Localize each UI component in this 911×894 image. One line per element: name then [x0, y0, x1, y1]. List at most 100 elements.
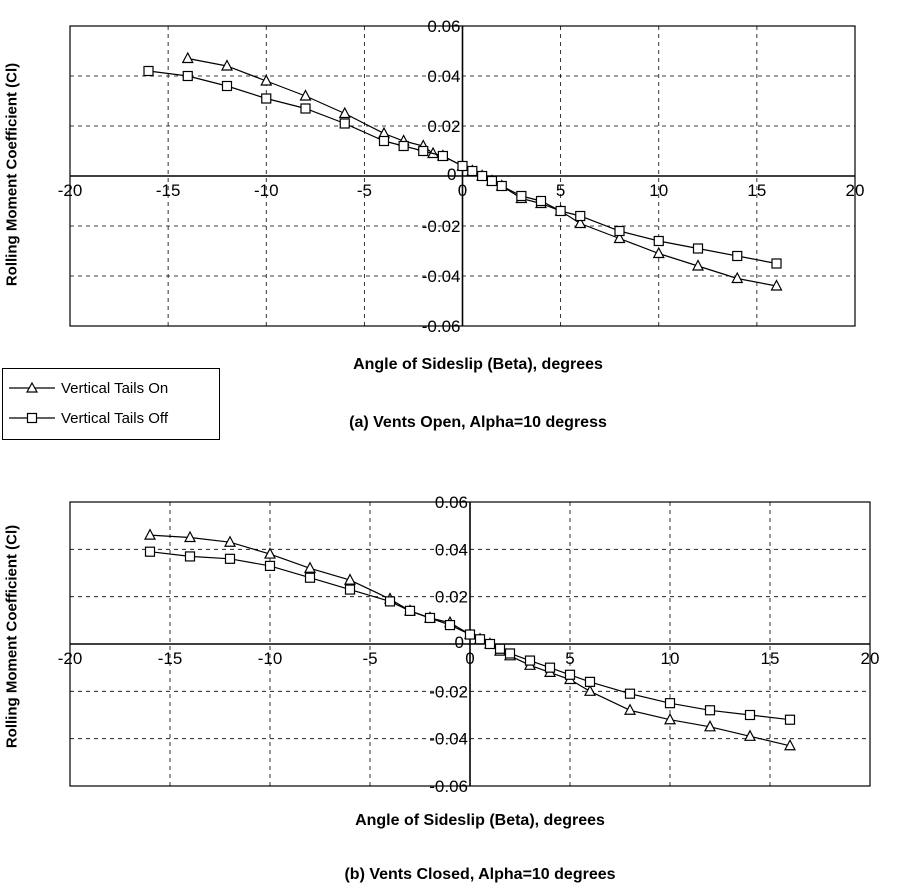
- data-point-square: [437, 150, 448, 162]
- data-point-square: [304, 572, 316, 583]
- y-tick-label: 0.06: [435, 493, 468, 512]
- data-point-square: [457, 160, 468, 172]
- legend-label: Vertical Tails On: [61, 379, 169, 397]
- data-point-square: [182, 70, 193, 82]
- data-point-triangle: [221, 59, 233, 71]
- data-point-triangle: [304, 561, 316, 573]
- x-tick-label: -20: [58, 181, 83, 200]
- y-axis-label: Rolling Moment Coefficient (Cl): [3, 524, 21, 749]
- data-point-square: [474, 634, 486, 645]
- y-axis-label: Rolling Moment Coefficient (Cl): [3, 62, 21, 287]
- y-tick-label: 0: [447, 165, 456, 184]
- data-point-square: [404, 605, 416, 616]
- data-point-triangle: [770, 279, 783, 291]
- data-point-square: [143, 65, 154, 77]
- data-point-square: [484, 638, 496, 650]
- data-point-triangle: [692, 259, 704, 271]
- data-point-triangle: [344, 573, 356, 585]
- data-point-square: [692, 243, 704, 254]
- x-tick-label: 15: [747, 181, 766, 200]
- data-point-square: [424, 612, 436, 624]
- data-point-triangle: [574, 216, 587, 229]
- x-tick-label: -5: [362, 649, 377, 668]
- y-tick-label: 0.04: [427, 67, 460, 86]
- y-tick-label: -0.02: [429, 682, 468, 701]
- x-tick-label: 5: [565, 649, 574, 668]
- data-point-square: [184, 551, 196, 562]
- data-point-triangle: [224, 535, 236, 547]
- data-point-square: [378, 135, 390, 147]
- x-tick-label: 20: [846, 181, 865, 200]
- data-point-square: [584, 676, 596, 687]
- y-tick-label: -0.04: [422, 267, 461, 286]
- data-point-square: [732, 250, 743, 262]
- data-point-square: [339, 118, 350, 129]
- y-tick-label: -0.04: [429, 730, 468, 749]
- data-point-square: [575, 210, 586, 222]
- data-point-square: [564, 669, 576, 680]
- y-tick-label: 0.06: [427, 17, 460, 36]
- data-point-square: [464, 629, 476, 640]
- x-tick-label: 0: [465, 649, 474, 668]
- data-point-square: [624, 688, 636, 699]
- chart-caption-a: (a) Vents Open, Alpha=10 degress: [349, 414, 607, 431]
- y-tick-label: -0.06: [429, 777, 468, 796]
- y-tick-label: 0.04: [435, 540, 468, 559]
- y-tick-label: 0.02: [435, 588, 468, 607]
- data-point-square: [398, 140, 409, 152]
- x-tick-label: 20: [861, 649, 880, 668]
- x-tick-label: -15: [156, 181, 181, 200]
- data-point-triangle: [744, 729, 756, 741]
- data-point-square: [664, 698, 676, 709]
- y-tick-label: -0.06: [422, 317, 461, 336]
- data-point-triangle: [624, 703, 636, 715]
- data-point-triangle: [184, 530, 196, 543]
- data-point-triangle: [652, 246, 665, 259]
- x-tick-label: -15: [158, 649, 183, 668]
- data-point-triangle: [584, 684, 596, 696]
- y-tick-label: 0.02: [427, 117, 460, 136]
- data-point-square: [384, 596, 396, 607]
- data-point-square: [704, 705, 716, 716]
- x-tick-label: 10: [649, 181, 668, 200]
- chart-caption-b: (b) Vents Closed, Alpha=10 degrees: [344, 866, 616, 883]
- data-point-triangle: [181, 51, 194, 64]
- x-tick-label: -20: [58, 649, 83, 668]
- data-point-square: [144, 546, 156, 557]
- data-point-square: [784, 714, 796, 725]
- data-point-square: [744, 709, 756, 721]
- data-point-triangle: [613, 231, 626, 244]
- data-point-triangle: [664, 712, 676, 725]
- data-point-triangle: [264, 547, 276, 559]
- data-point-triangle: [299, 89, 312, 101]
- y-tick-label: -0.02: [422, 217, 461, 236]
- y-tick-label: 0: [455, 633, 464, 652]
- data-point-square: [224, 553, 236, 564]
- data-point-square: [524, 655, 536, 666]
- data-point-square: [504, 648, 516, 659]
- data-point-square: [444, 619, 456, 631]
- data-point-square: [653, 235, 664, 247]
- x-axis-label: Angle of Sideslip (Beta), degrees: [353, 356, 603, 373]
- x-axis-label: Angle of Sideslip (Beta), degrees: [355, 812, 605, 829]
- legend-label: Vertical Tails Off: [61, 409, 168, 427]
- data-point-square: [344, 584, 356, 595]
- data-point-square: [555, 205, 566, 217]
- x-tick-label: -10: [254, 181, 279, 200]
- data-point-triangle: [784, 738, 796, 751]
- data-point-square: [418, 145, 429, 157]
- x-tick-label: 5: [556, 181, 565, 200]
- data-point-triangle: [260, 74, 273, 86]
- x-tick-label: -5: [357, 181, 372, 200]
- data-point-square: [494, 643, 506, 654]
- data-point-square: [486, 175, 498, 187]
- plot-area-b: -20 -15 -10 -5 0 5 10 15 20 0.06 0.04 0.02 0 -0.02 -0.…: [58, 493, 880, 796]
- data-point-square: [221, 80, 233, 92]
- data-point-square: [614, 225, 625, 237]
- x-tick-label: 10: [661, 649, 680, 668]
- data-point-square: [516, 190, 527, 202]
- square-marker-icon: [9, 412, 55, 424]
- x-tick-label: -10: [258, 649, 283, 668]
- plot-area-a: -20 -15 -10 -5 0 5 10 15 20 0.06 0.04 0.02 0 -0.02 -0.…: [58, 17, 865, 336]
- data-point-square: [300, 103, 311, 114]
